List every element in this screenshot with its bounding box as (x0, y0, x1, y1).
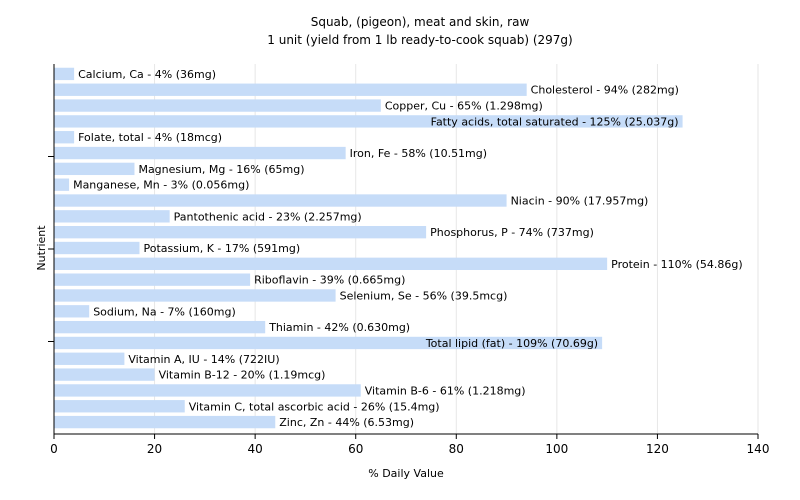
bar (54, 305, 90, 318)
bar-label: Niacin - 90% (17.957mg) (511, 195, 649, 208)
x-tick-label: 100 (545, 442, 568, 456)
bar-label: Vitamin C, total ascorbic acid - 26% (15… (189, 400, 440, 413)
bar (54, 352, 125, 365)
bar-label: Vitamin A, IU - 14% (722IU) (128, 353, 279, 366)
bar-label: Magnesium, Mg - 16% (65mg) (138, 163, 304, 176)
y-axis-label: Nutrient (35, 225, 48, 271)
x-tick-label: 60 (348, 442, 363, 456)
bar (54, 241, 140, 255)
bar-label: Manganese, Mn - 3% (0.056mg) (73, 179, 249, 192)
bar (54, 194, 507, 207)
bar (54, 415, 276, 429)
bar-label: Selenium, Se - 56% (39.5mcg) (340, 289, 508, 302)
bar (54, 210, 170, 223)
bar (54, 320, 266, 334)
bar (54, 115, 683, 128)
bar-label: Pantothenic acid - 23% (2.257mg) (174, 210, 362, 223)
axes: 0 20 40 60 80 100 120 140 (48, 64, 769, 456)
bar-label: Zinc, Zn - 44% (6.53mg) (279, 416, 414, 429)
bar-label: Sodium, Na - 7% (160mg) (93, 305, 236, 318)
bar-label: Thiamin - 42% (0.630mg) (268, 321, 410, 334)
bar (54, 226, 427, 239)
chart-subtitle: 1 unit (yield from 1 lb ready-to-cook sq… (267, 33, 572, 47)
x-axis-label: % Daily Value (368, 467, 444, 480)
x-tick-label: 40 (248, 442, 263, 456)
bar (54, 99, 381, 112)
bar-label: Calcium, Ca - 4% (36mg) (78, 68, 216, 81)
bar (54, 273, 251, 286)
x-tick-label: 140 (747, 442, 770, 456)
bar (54, 131, 75, 144)
bar-label: Cholesterol - 94% (282mg) (531, 84, 679, 97)
bar (54, 289, 336, 302)
bar-label: Iron, Fe - 58% (10.51mg) (350, 147, 487, 160)
bar (54, 146, 346, 160)
bar-label: Vitamin B-6 - 61% (1.218mg) (365, 384, 526, 397)
bar (54, 178, 70, 191)
bar-label: Potassium, K - 17% (591mg) (143, 242, 300, 255)
bar (54, 83, 527, 96)
bar (54, 162, 135, 176)
bar (54, 368, 155, 381)
bars: Calcium, Ca - 4% (36mg) Cholesterol - 94%… (54, 67, 743, 429)
bar (54, 67, 75, 81)
bar (54, 400, 185, 413)
chart-title: Squab, (pigeon), meat and skin, raw (311, 15, 530, 29)
x-tick-label: 120 (646, 442, 669, 456)
bar (54, 384, 361, 397)
bar-label: Phosphorus, P - 74% (737mg) (430, 226, 594, 239)
bar-label: Vitamin B-12 - 20% (1.19mcg) (159, 369, 326, 382)
bar-label: Copper, Cu - 65% (1.298mg) (385, 100, 543, 113)
x-tick-label: 20 (147, 442, 162, 456)
bar (54, 336, 603, 350)
bar-label: Total lipid (fat) - 109% (70.69g) (425, 337, 598, 350)
x-tick-label: 80 (449, 442, 464, 456)
bar-label: Protein - 110% (54.86g) (611, 258, 743, 271)
x-tick-label: 0 (50, 442, 58, 456)
bar-label: Folate, total - 4% (18mcg) (78, 131, 222, 144)
bar (54, 257, 608, 270)
bar-label: Fatty acids, total saturated - 125% (25.… (431, 115, 679, 128)
bar-label: Riboflavin - 39% (0.665mg) (254, 274, 405, 287)
